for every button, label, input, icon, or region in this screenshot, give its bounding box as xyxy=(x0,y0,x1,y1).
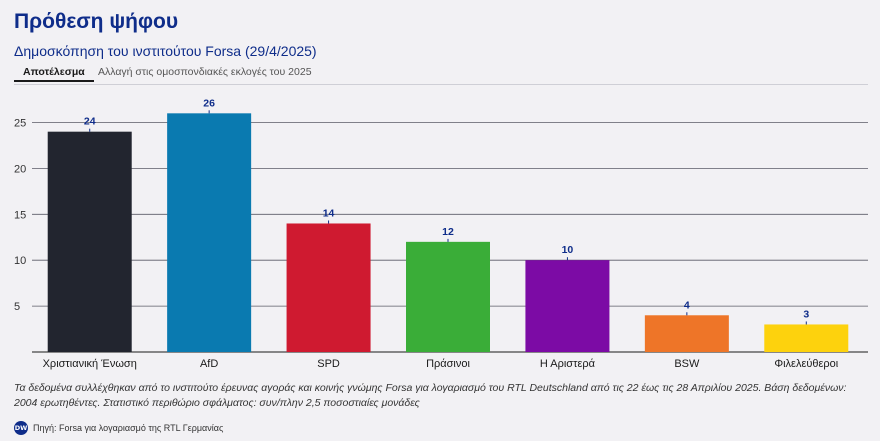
y-tick-label: 20 xyxy=(14,163,26,175)
y-tick-label: 15 xyxy=(14,209,26,221)
x-tick-label: Φιλελεύθεροι xyxy=(774,358,838,370)
bar-chart: 5 10 15 20 25 24 Χριστιανική Ένωση 26 AfD 14 SPD 12… xyxy=(14,97,868,370)
bar xyxy=(286,223,371,352)
bar xyxy=(167,113,252,352)
bar xyxy=(47,131,132,352)
bar xyxy=(644,315,729,352)
data-label: 12 xyxy=(442,226,454,238)
data-label: 4 xyxy=(684,299,690,311)
x-tick-label: AfD xyxy=(200,358,218,370)
bar xyxy=(406,241,490,352)
tab-result[interactable]: Αποτέλεσμα xyxy=(14,66,94,82)
bar xyxy=(525,260,610,352)
y-tick-label: 5 xyxy=(14,301,20,313)
data-label: 26 xyxy=(203,97,215,109)
y-tick-label: 10 xyxy=(14,255,26,267)
page-title: Πρόθεση ψήφου xyxy=(14,10,179,33)
bar xyxy=(764,324,849,352)
x-tick-label: Η Αριστερά xyxy=(540,358,596,370)
source-footer: DW Πηγή: Forsa για λογαριασμό της RTL Γε… xyxy=(14,421,223,435)
data-label: 10 xyxy=(562,244,574,256)
page-subtitle: Δημοσκόπηση του ινστιτούτου Forsa (29/4/… xyxy=(14,43,317,59)
tab-bar: Αποτέλεσμα Αλλαγή στις ομοσπονδιακές εκλ… xyxy=(14,65,868,85)
source-text: Πηγή: Forsa για λογαριασμό της RTL Γερμα… xyxy=(33,423,224,433)
data-label: 14 xyxy=(323,207,335,219)
dw-logo-icon: DW xyxy=(14,421,28,435)
y-tick-label: 25 xyxy=(14,118,26,130)
x-tick-label: Πράσινοι xyxy=(426,358,470,370)
data-label: 24 xyxy=(84,116,96,128)
methodology-note: Τα δεδομένα συλλέχθηκαν από το ινστιτούτ… xyxy=(14,382,847,409)
x-tick-label: BSW xyxy=(674,358,700,370)
data-label: 3 xyxy=(803,308,809,320)
x-tick-label: SPD xyxy=(317,358,340,370)
x-tick-label: Χριστιανική Ένωση xyxy=(43,358,137,370)
tab-change-2025-election[interactable]: Αλλαγή στις ομοσπονδιακές εκλογές του 20… xyxy=(98,66,312,78)
